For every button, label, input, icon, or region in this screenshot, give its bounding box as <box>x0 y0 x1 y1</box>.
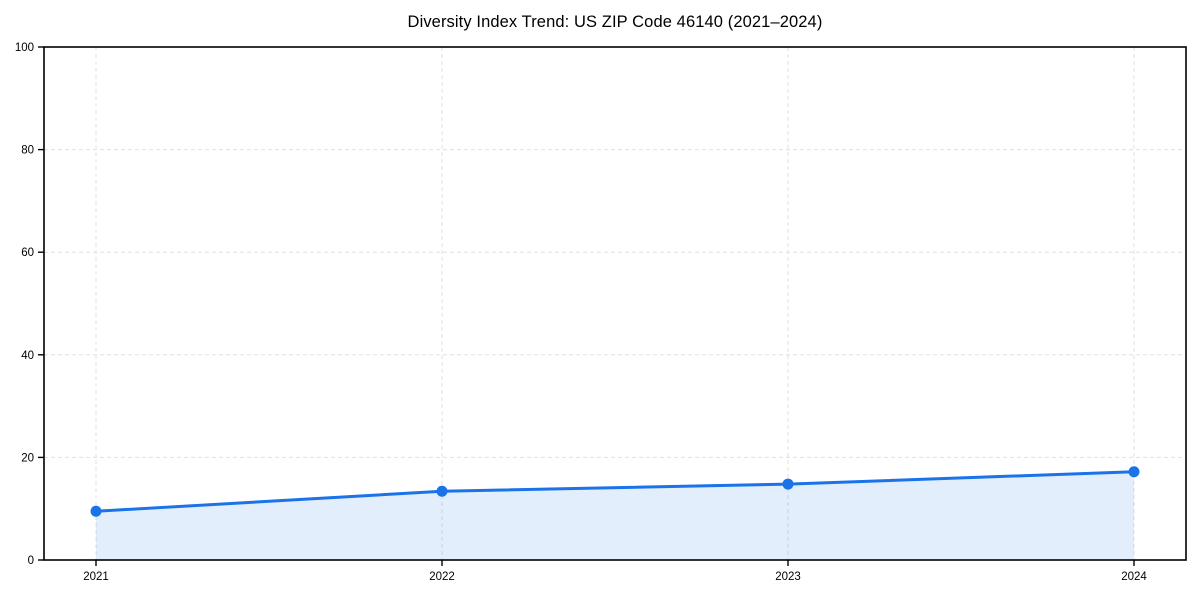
trend-line <box>94 470 1136 513</box>
x-tick-label: 2023 <box>775 571 801 583</box>
data-point <box>436 485 448 497</box>
plot-border <box>43 46 1187 561</box>
y-tick-label: 20 <box>21 452 34 464</box>
chart-title: Diversity Index Trend: US ZIP Code 46140… <box>407 13 823 31</box>
y-tick-label: 80 <box>21 145 34 157</box>
x-tick-label: 2021 <box>83 571 109 583</box>
x-tick-label: 2022 <box>429 571 455 583</box>
data-point <box>782 478 794 490</box>
y-tick-label: 40 <box>21 350 34 362</box>
y-tick-label: 100 <box>15 42 34 54</box>
data-point <box>1128 466 1140 478</box>
y-tick-label: 60 <box>21 247 34 259</box>
area-fill <box>96 471 1134 560</box>
x-tick-label: 2024 <box>1121 571 1147 583</box>
data-point <box>90 505 102 517</box>
y-tick-label: 0 <box>28 555 34 567</box>
